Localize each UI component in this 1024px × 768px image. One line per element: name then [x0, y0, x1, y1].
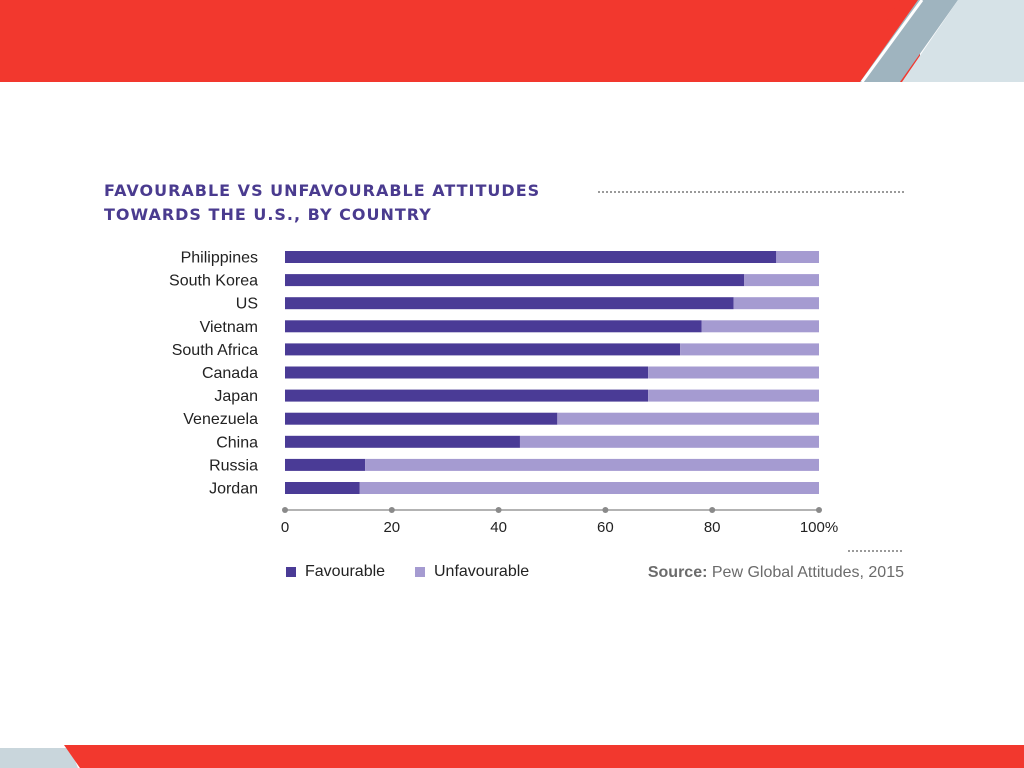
source-note: Source: Pew Global Attitudes, 2015 — [648, 564, 904, 582]
x-tick-dot — [602, 507, 609, 513]
category-label: Philippines — [181, 250, 258, 267]
top-banner-light-panel — [902, 0, 1024, 82]
source-dotted-rule — [848, 550, 902, 552]
bar-favourable — [285, 274, 745, 287]
x-tick-label: 40 — [490, 519, 507, 536]
bar-unfavourable — [365, 458, 819, 471]
category-label: South Africa — [172, 342, 258, 359]
bar-unfavourable — [519, 435, 819, 448]
bottom-banner-grey — [0, 748, 78, 768]
category-label: Venezuela — [183, 411, 258, 428]
category-label: Vietnam — [200, 319, 258, 336]
legend-unfavourable-swatch — [415, 567, 425, 577]
category-label: Japan — [214, 388, 258, 405]
legend-favourable-swatch — [286, 567, 296, 577]
bottom-banner-red — [64, 745, 1024, 768]
bar-favourable — [285, 320, 702, 333]
x-tick-dot — [282, 507, 288, 513]
chart-title-line-2: TOWARDS THE U.S., BY COUNTRY — [104, 205, 432, 224]
category-label: Jordan — [209, 481, 258, 498]
chart-title-line-1: FAVOURABLE VS UNFAVOURABLE ATTITUDES — [104, 181, 541, 200]
x-tick-label: 80 — [704, 519, 721, 536]
x-tick-dot — [816, 507, 822, 513]
bar-favourable — [285, 389, 649, 402]
category-label: South Korea — [169, 273, 258, 290]
bar-favourable — [285, 343, 681, 356]
source-label: Source: — [647, 564, 708, 581]
x-tick-label: 60 — [597, 519, 614, 536]
source-text: Pew Global Attitudes, 2015 — [711, 564, 904, 581]
bar-unfavourable — [648, 366, 819, 379]
top-banner-grey-stripe — [860, 0, 958, 82]
x-tick-dot — [495, 507, 502, 513]
category-label: US — [236, 296, 258, 313]
bar-favourable — [285, 297, 734, 310]
bar-unfavourable — [359, 482, 819, 494]
title-dotted-rule — [598, 191, 904, 193]
legend-favourable: Favourable — [286, 563, 385, 581]
x-tick-label: 0 — [281, 519, 289, 536]
bar-favourable — [285, 366, 649, 379]
category-label: Russia — [209, 457, 258, 474]
bar-unfavourable — [680, 343, 819, 356]
top-banner — [0, 0, 1024, 82]
top-banner-red — [0, 0, 920, 82]
bar-unfavourable — [557, 412, 819, 425]
bar-favourable — [285, 251, 777, 263]
top-banner-white-line — [860, 0, 924, 82]
bottom-banner — [0, 745, 1024, 768]
legend-favourable-label: Favourable — [305, 563, 386, 580]
x-tick-dot — [388, 507, 395, 513]
bar-favourable — [285, 435, 520, 448]
bar-favourable — [285, 458, 366, 471]
x-tick-dot — [709, 507, 716, 513]
category-label: Canada — [202, 365, 258, 382]
category-label: China — [216, 434, 258, 451]
bar-unfavourable — [733, 297, 819, 310]
bar-favourable — [285, 482, 360, 494]
bar-favourable — [285, 412, 558, 425]
bar-unfavourable — [648, 389, 819, 402]
bar-unfavourable — [744, 274, 819, 287]
x-tick-label: 100% — [800, 519, 838, 536]
x-tick-label: 20 — [383, 519, 400, 536]
bar-unfavourable — [701, 320, 819, 333]
legend-unfavourable: Unfavourable — [415, 563, 529, 581]
legend-unfavourable-label: Unfavourable — [434, 563, 530, 580]
bar-unfavourable — [776, 251, 819, 263]
